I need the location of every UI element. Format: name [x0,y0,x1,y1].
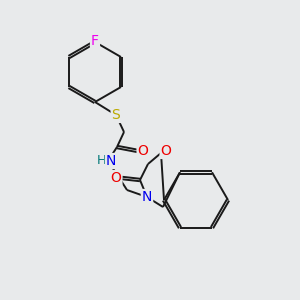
Text: F: F [91,34,99,48]
Text: O: O [138,144,148,158]
Text: O: O [111,171,122,185]
Text: S: S [112,108,120,122]
Text: H: H [96,154,106,166]
Text: O: O [160,144,171,158]
Text: N: N [142,190,152,204]
Text: N: N [106,154,116,168]
